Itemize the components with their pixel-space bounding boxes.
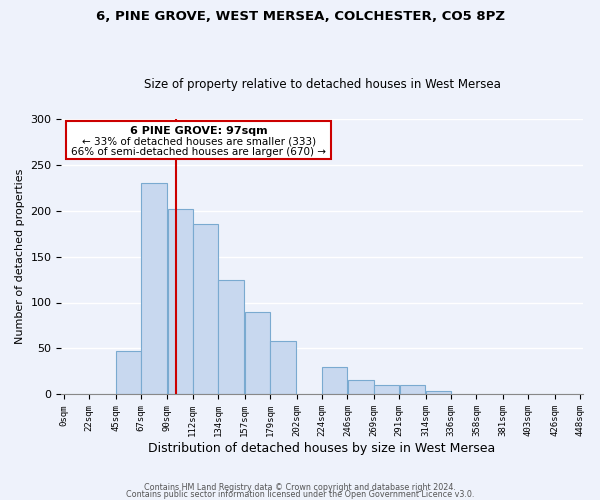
Bar xyxy=(347,380,374,394)
Text: 66% of semi-detached houses are larger (670) →: 66% of semi-detached houses are larger (… xyxy=(71,147,326,157)
X-axis label: Distribution of detached houses by size in West Mersea: Distribution of detached houses by size … xyxy=(148,442,496,455)
Bar xyxy=(193,224,218,394)
Bar xyxy=(168,208,193,394)
Y-axis label: Number of detached properties: Number of detached properties xyxy=(15,169,25,344)
Text: 6 PINE GROVE: 97sqm: 6 PINE GROVE: 97sqm xyxy=(130,126,268,136)
Text: Contains HM Land Registry data © Crown copyright and database right 2024.: Contains HM Land Registry data © Crown c… xyxy=(144,484,456,492)
Text: ← 33% of detached houses are smaller (333): ← 33% of detached houses are smaller (33… xyxy=(82,137,316,147)
Bar xyxy=(322,367,347,394)
Bar xyxy=(374,386,399,394)
Bar xyxy=(400,386,425,394)
Bar xyxy=(245,312,270,394)
Bar xyxy=(116,351,140,395)
Bar xyxy=(271,341,296,394)
Bar xyxy=(218,280,244,394)
Text: Contains public sector information licensed under the Open Government Licence v3: Contains public sector information licen… xyxy=(126,490,474,499)
FancyBboxPatch shape xyxy=(66,122,331,159)
Title: Size of property relative to detached houses in West Mersea: Size of property relative to detached ho… xyxy=(143,78,500,91)
Text: 6, PINE GROVE, WEST MERSEA, COLCHESTER, CO5 8PZ: 6, PINE GROVE, WEST MERSEA, COLCHESTER, … xyxy=(95,10,505,23)
Bar xyxy=(141,183,167,394)
Bar xyxy=(426,391,451,394)
